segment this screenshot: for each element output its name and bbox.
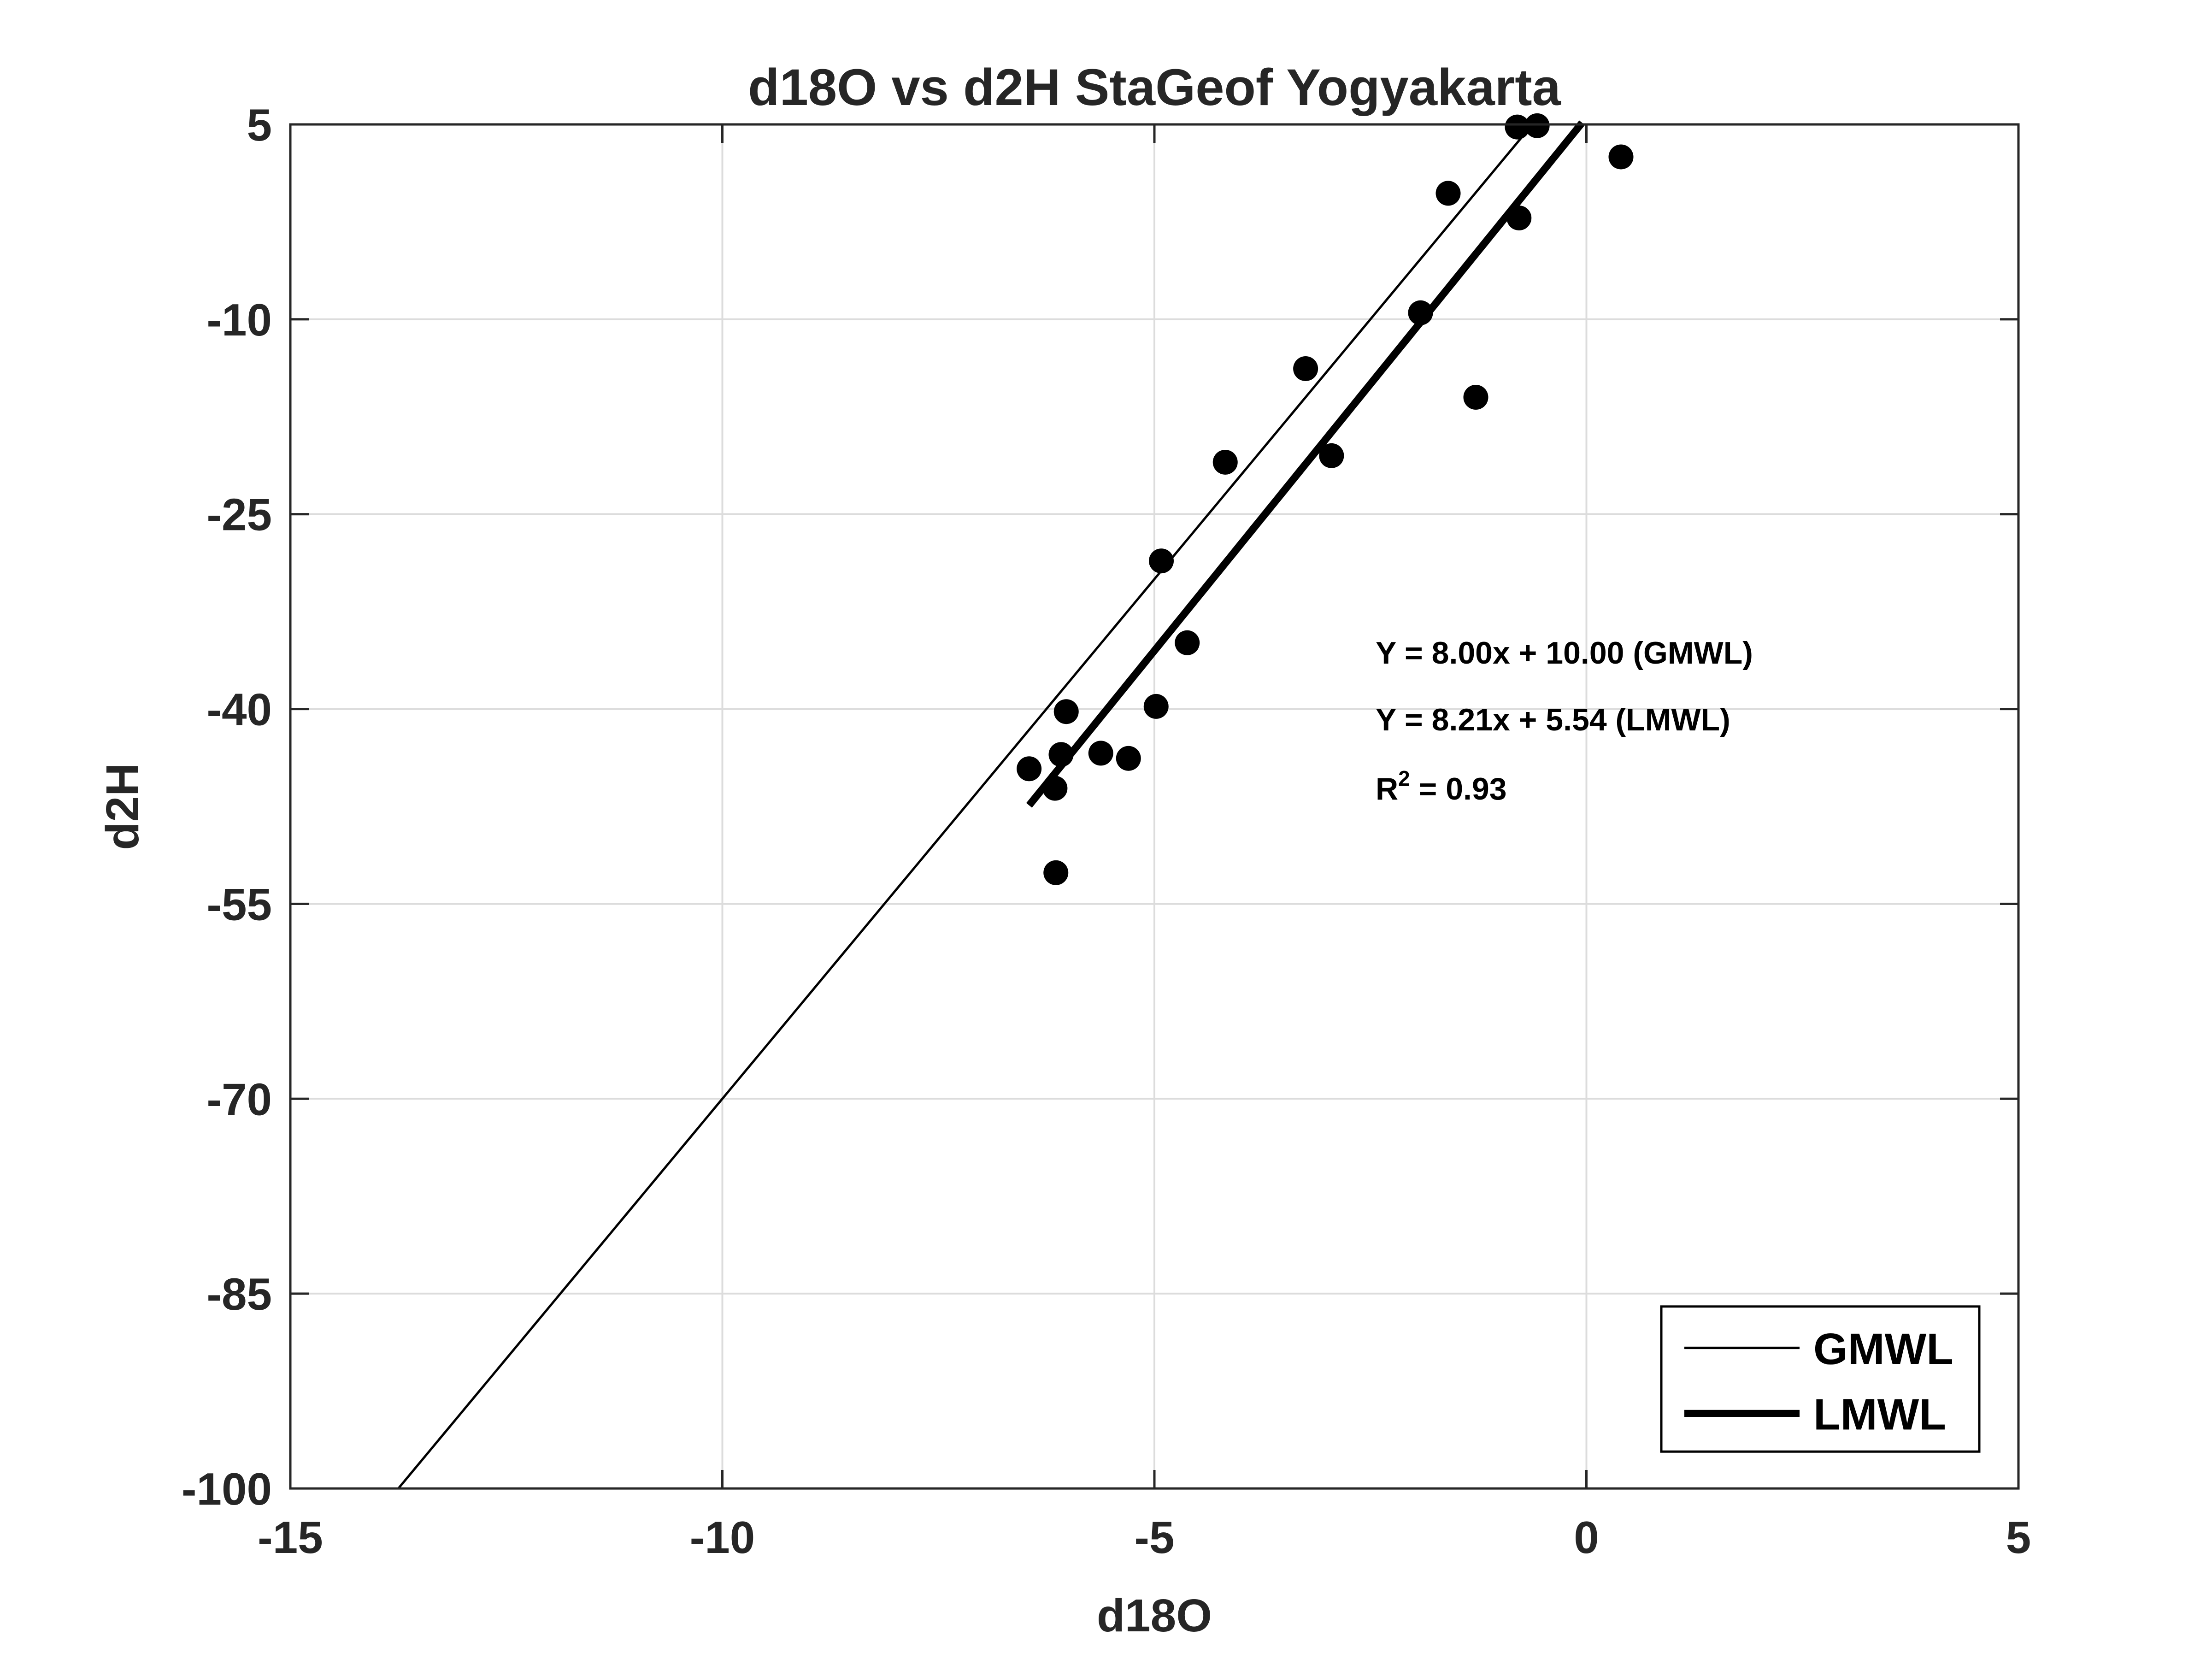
data-point: [1048, 742, 1074, 767]
lmwl-line: [1026, 120, 1585, 808]
y-tick-label: -100: [182, 1464, 272, 1514]
data-point: [1506, 205, 1532, 230]
x-tick-labels: -15 -10 -5 0 5: [258, 1512, 2031, 1563]
data-point: [1175, 630, 1200, 655]
data-point: [1212, 449, 1238, 475]
y-tick-label: -40: [206, 684, 272, 735]
y-tick-labels: 5 -10 -25 -40 -55 -70 -85 -100: [182, 100, 272, 1514]
data-point: [1088, 741, 1113, 766]
grid: [290, 124, 2018, 1488]
y-tick-label: -10: [206, 294, 272, 345]
y-axis-label: d2H: [97, 763, 148, 850]
lmwl-equation: Y = 8.21x + 5.54 (LMWL): [1376, 702, 1730, 737]
axis-ticks: [289, 123, 2020, 1490]
r-squared-superscript: 2: [1398, 766, 1410, 790]
x-tick-label: 0: [1574, 1512, 1599, 1563]
data-point: [1143, 694, 1169, 719]
x-tick-label: -10: [690, 1512, 755, 1563]
y-tick-label: 5: [247, 100, 272, 150]
data-point: [1463, 385, 1488, 410]
data-point: [1524, 113, 1550, 138]
x-tick-label: 5: [2006, 1512, 2031, 1563]
data-points: [1017, 113, 1634, 885]
gmwl-line: [397, 124, 1534, 1489]
x-axis-label: d18O: [1097, 1590, 1212, 1641]
x-tick-label: -5: [1134, 1512, 1174, 1563]
legend-box: [1660, 1305, 1981, 1453]
data-point: [1017, 756, 1042, 782]
data-point: [1149, 548, 1174, 574]
equation-annotations: Y = 8.00x + 10.00 (GMWL) Y = 8.21x + 5.5…: [1376, 635, 1753, 806]
gmwl-equation: Y = 8.00x + 10.00 (GMWL): [1376, 635, 1753, 671]
x-tick-label: -15: [258, 1512, 323, 1563]
y-tick-label: -25: [206, 489, 272, 540]
data-point: [1042, 776, 1068, 801]
data-point: [1293, 356, 1318, 381]
y-tick-label: -55: [206, 879, 272, 930]
data-point: [1043, 860, 1069, 885]
legend: GMWL LMWL: [1660, 1305, 1981, 1453]
data-point: [1116, 746, 1141, 771]
series-lines: [397, 120, 1585, 1489]
data-point: [1608, 144, 1634, 170]
data-point: [1053, 699, 1079, 724]
r-squared: R2 = 0.93: [1376, 766, 1507, 806]
r-squared-value: = 0.93: [1410, 771, 1507, 806]
r-squared-prefix: R: [1376, 771, 1398, 806]
y-tick-label: -85: [206, 1269, 272, 1319]
legend-lmwl-label: LMWL: [1813, 1390, 1946, 1439]
data-point: [1408, 300, 1433, 325]
y-tick-label: -70: [206, 1074, 272, 1124]
data-point: [1435, 181, 1461, 206]
data-point: [1505, 114, 1530, 140]
chart-title: d18O vs d2H StaGeof Yogyakarta: [748, 59, 1561, 116]
data-point: [1319, 443, 1344, 468]
legend-gmwl-label: GMWL: [1813, 1324, 1953, 1374]
